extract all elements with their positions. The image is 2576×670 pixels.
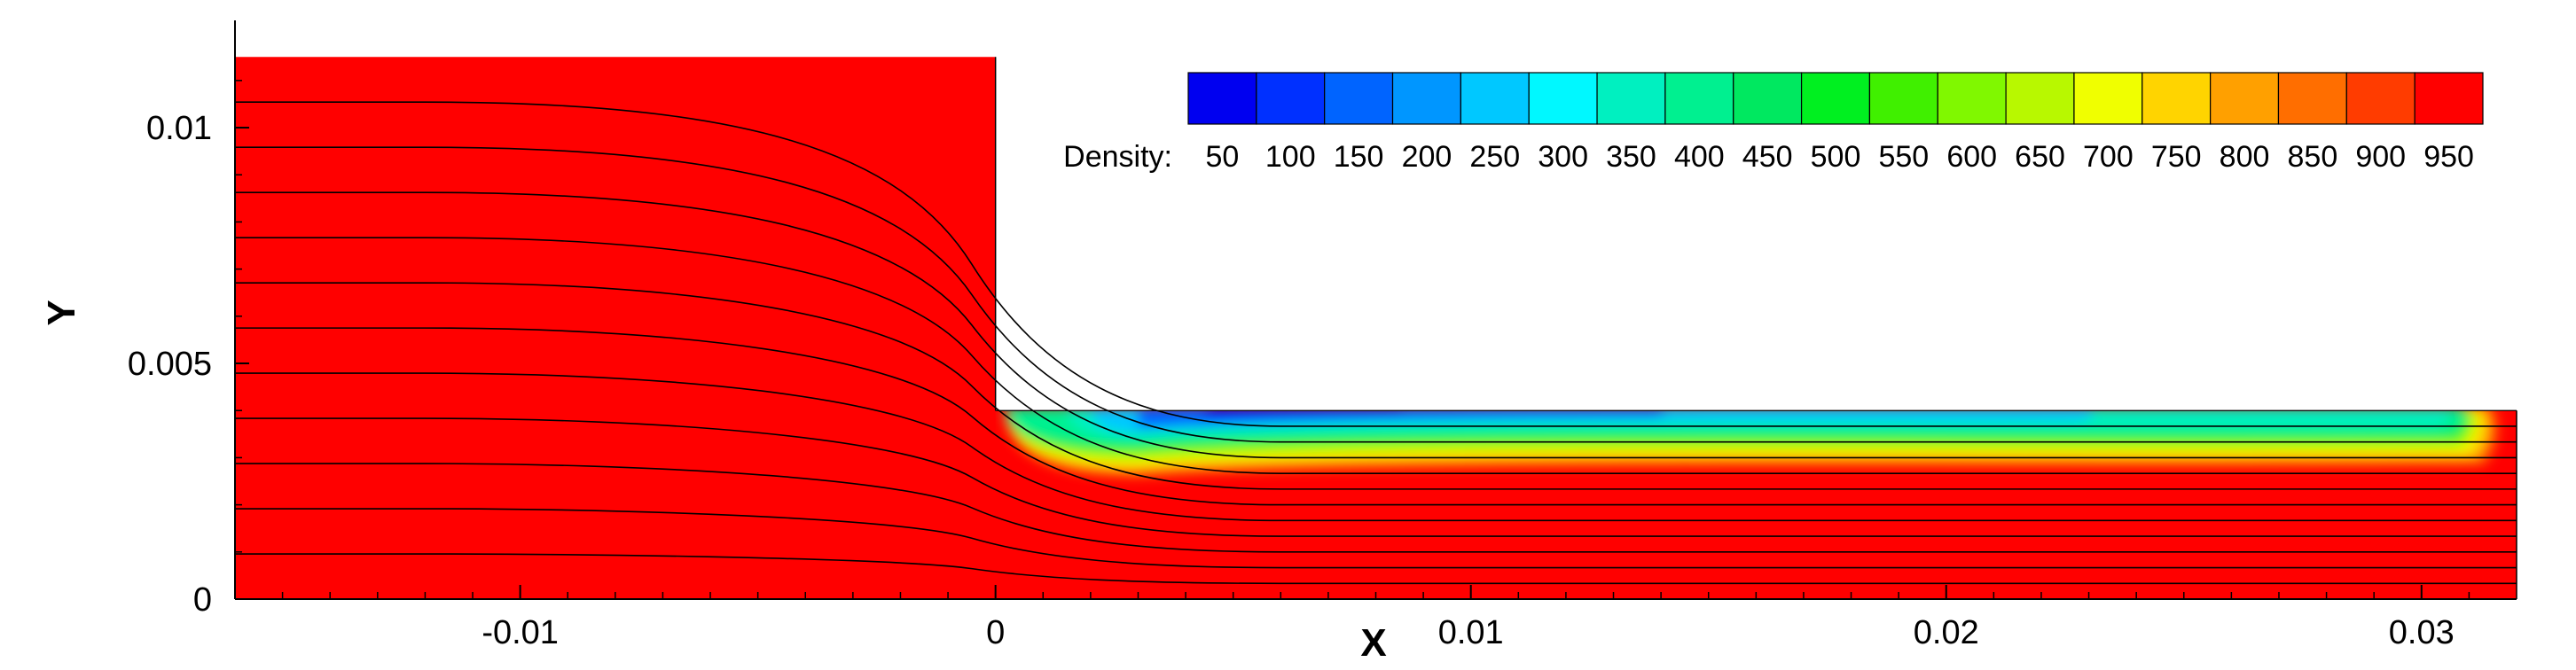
legend-title: Density: [1063, 140, 1172, 174]
legend-label: 750 [2151, 140, 2202, 174]
legend-swatch [1460, 72, 1530, 125]
density-bands [1005, 410, 2498, 477]
legend-swatch [1391, 72, 1461, 125]
legend-swatch [2345, 72, 2415, 125]
legend-swatch [1187, 72, 1257, 125]
legend-label: 250 [1469, 140, 1520, 174]
legend-swatch [2414, 72, 2484, 125]
streamline [235, 372, 2517, 522]
legend-label: 800 [2220, 140, 2270, 174]
legend-label: 850 [2288, 140, 2338, 174]
streamline [235, 101, 2517, 427]
x-tick-label: -0.01 [482, 614, 559, 651]
legend-label: 50 [1206, 140, 1240, 174]
legend-swatch [2073, 72, 2143, 125]
streamline [235, 463, 2517, 553]
legend-label: 900 [2355, 140, 2406, 174]
legend-label: 600 [1946, 140, 1997, 174]
legend-label: 100 [1265, 140, 1316, 174]
x-tick-label: 0.01 [1438, 614, 1504, 651]
streamlines [235, 101, 2517, 585]
density-band [1138, 410, 1626, 425]
legend-label: 200 [1402, 140, 1452, 174]
legend-label: 450 [1742, 140, 1793, 174]
streamline [235, 237, 2517, 474]
legend-swatch [2277, 72, 2347, 125]
legend-swatch [1868, 72, 1938, 125]
streamline [235, 327, 2517, 506]
colormap-legend: Density: 50 100 150 200 250 300 350 400 450 500 550… [1063, 72, 2484, 174]
streamline [235, 508, 2517, 569]
legend-label: 550 [1878, 140, 1929, 174]
streamline [235, 191, 2517, 459]
legend-label: 400 [1674, 140, 1725, 174]
legend-swatch [1664, 72, 1734, 125]
y-tick-label: 0 [193, 581, 212, 619]
legend-swatch [1733, 72, 1803, 125]
x-tick-label: 0 [986, 614, 1005, 651]
low-density-layer [1005, 410, 2498, 477]
streamline [235, 417, 2517, 537]
x-axis-title: X [1360, 621, 1386, 665]
legend-label: 650 [2015, 140, 2065, 174]
legend-swatch [1528, 72, 1598, 125]
y-tick-label: 0.005 [128, 346, 212, 383]
legend-label: 950 [2423, 140, 2474, 174]
legend-label: 300 [1538, 140, 1588, 174]
streamline [235, 282, 2517, 490]
y-tick-label: 0.01 [146, 110, 212, 147]
legend-swatch [1324, 72, 1394, 125]
axes: -0.01 0 0.01 0.02 0.03 0 0.005 0.01 [128, 20, 2517, 651]
streamline [235, 553, 2517, 585]
legend-swatch [2141, 72, 2212, 125]
x-tick-label: 0.03 [2389, 614, 2455, 651]
x-tick-label: 0.02 [1914, 614, 1979, 651]
legend-swatch [2210, 72, 2280, 125]
streamline [235, 146, 2517, 443]
legend-label: 350 [1606, 140, 1656, 174]
density-field-domain [235, 57, 2517, 600]
legend-swatch [2005, 72, 2075, 125]
legend-label: 150 [1334, 140, 1384, 174]
legend-swatch [1596, 72, 1666, 125]
legend-swatch [1800, 72, 1871, 125]
legend-swatch [1256, 72, 1326, 125]
y-axis-title: Y [40, 300, 83, 325]
legend-label: 500 [1811, 140, 1861, 174]
legend-swatch [1937, 72, 2007, 125]
legend-label: 700 [2083, 140, 2134, 174]
